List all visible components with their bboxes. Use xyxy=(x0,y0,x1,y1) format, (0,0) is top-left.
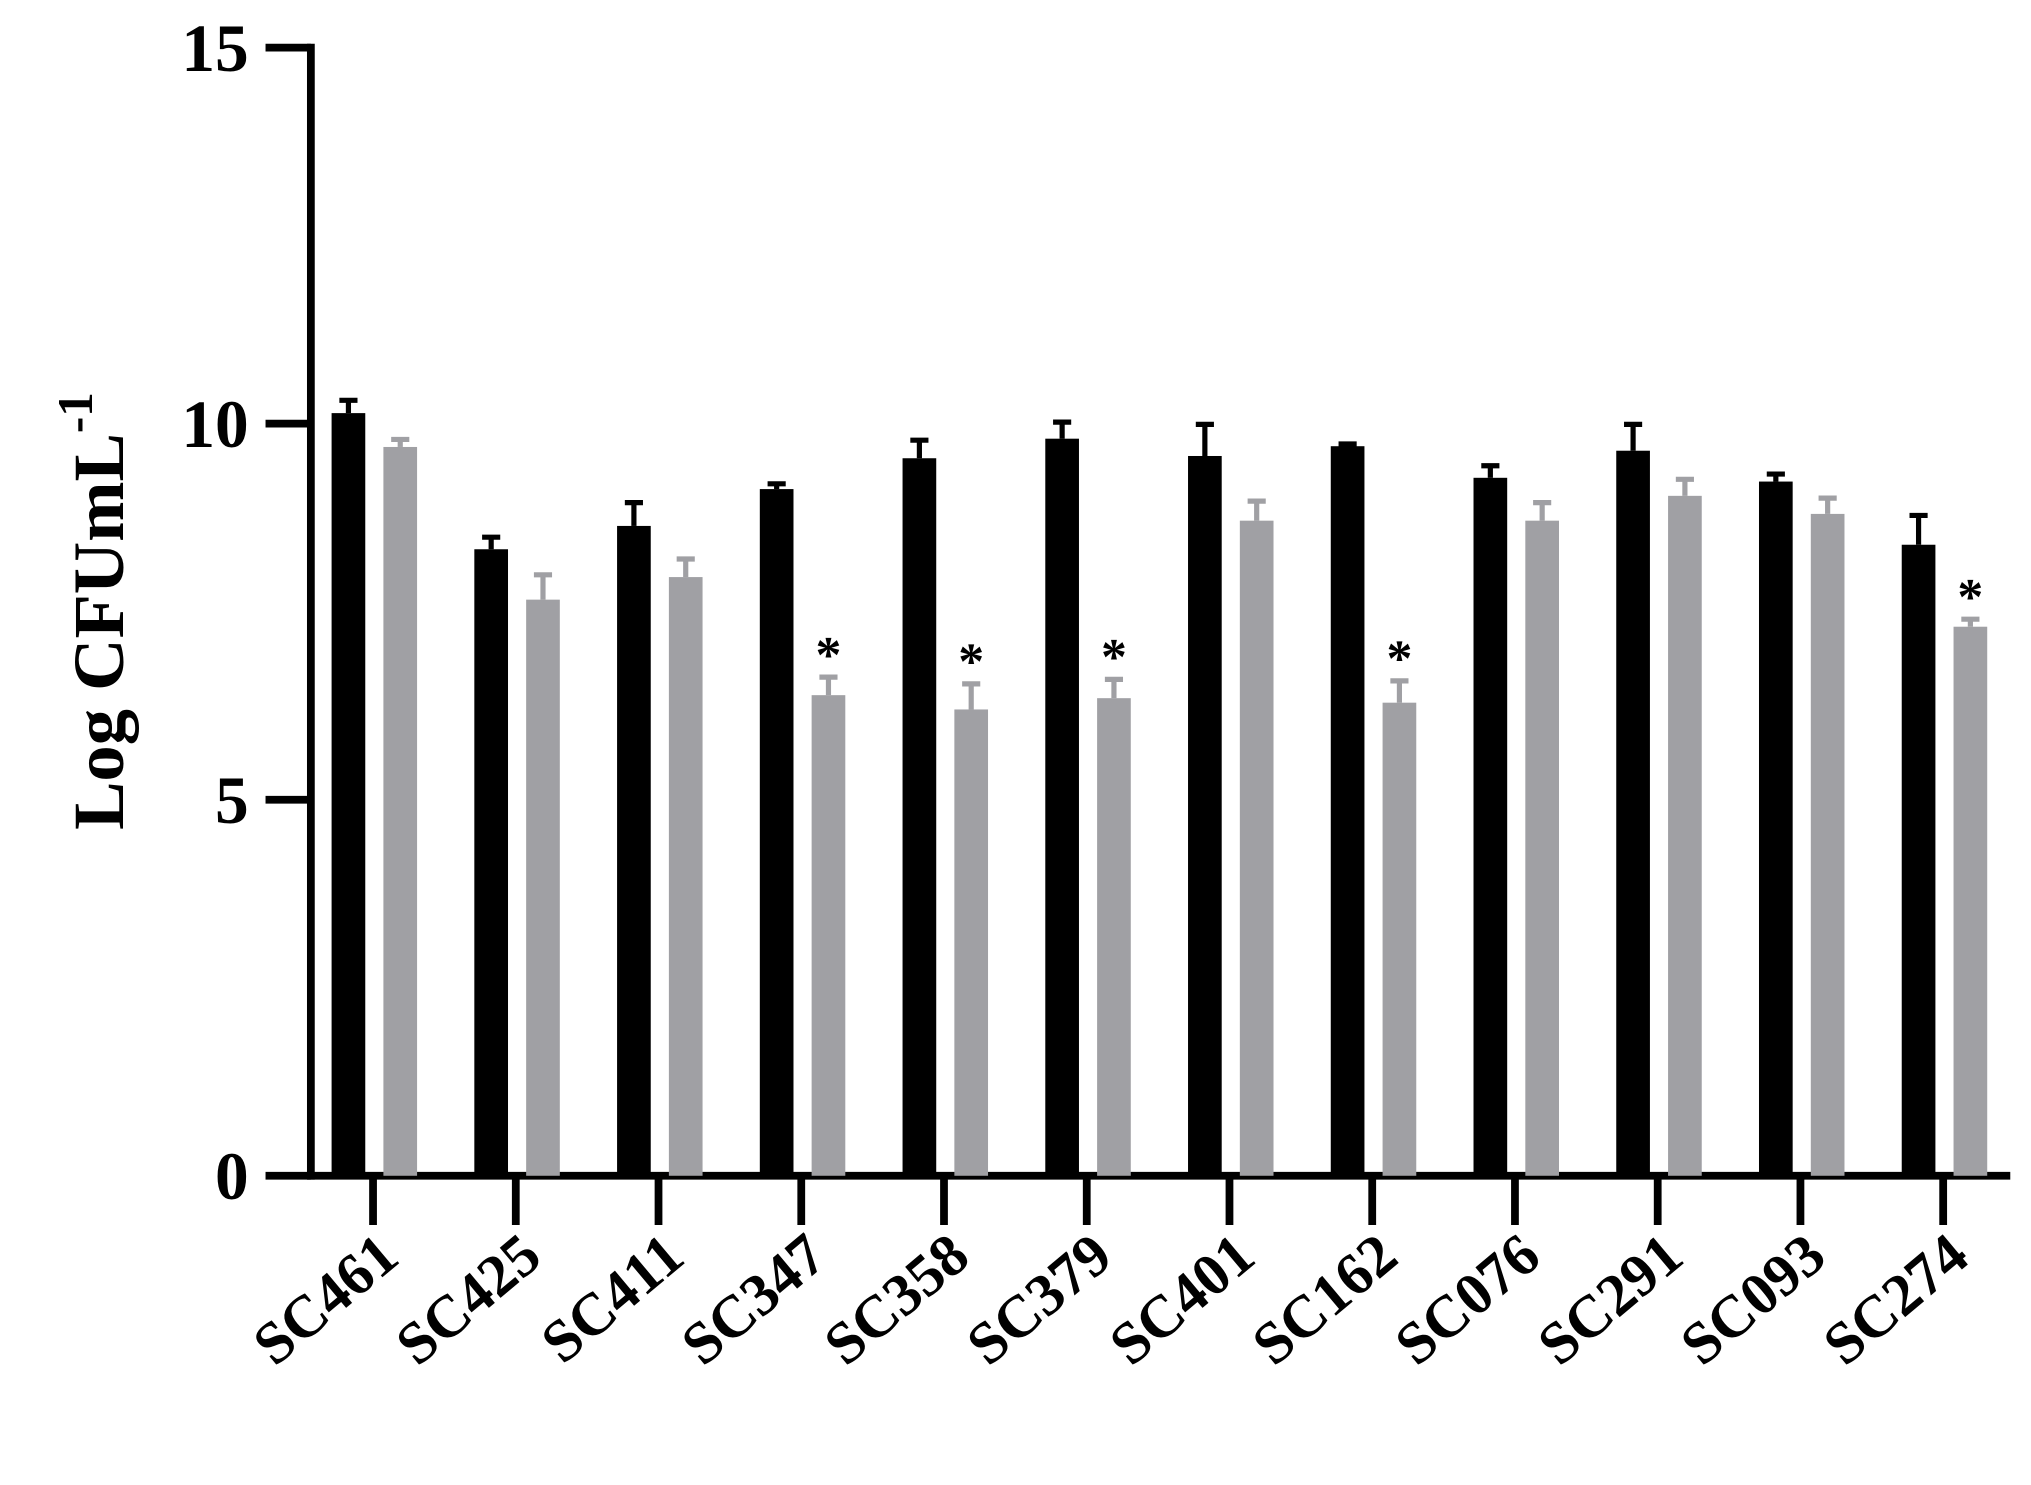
bar xyxy=(1758,481,1793,1176)
error-bar xyxy=(1053,419,1072,439)
x-tick-label: SC274 xyxy=(1811,1221,1980,1378)
y-tick-label: 5 xyxy=(215,763,249,838)
error-bar xyxy=(1909,512,1928,545)
bar xyxy=(331,413,366,1176)
bar xyxy=(1045,438,1079,1176)
x-tick-label: SC358 xyxy=(812,1221,981,1378)
error-bar xyxy=(676,556,695,578)
error-bar xyxy=(1481,463,1500,478)
error-bar xyxy=(391,436,410,447)
error-bar xyxy=(624,500,643,526)
error-bar xyxy=(767,481,786,490)
error-bar xyxy=(339,397,358,414)
error-bar xyxy=(910,437,929,459)
bar xyxy=(526,599,560,1176)
x-tick-label: SC461 xyxy=(241,1221,410,1378)
bar xyxy=(902,458,937,1176)
significance-mark: * xyxy=(816,627,842,684)
bar xyxy=(811,695,846,1176)
error-bar xyxy=(1338,441,1357,447)
bar xyxy=(954,709,989,1176)
y-axis-label: Log CFUmL-1 xyxy=(48,392,139,830)
bar xyxy=(1953,626,1988,1176)
x-tick-label: SC093 xyxy=(1668,1221,1837,1378)
bar xyxy=(1330,446,1365,1176)
bar xyxy=(617,525,651,1176)
x-tick-label: SC379 xyxy=(954,1221,1123,1378)
error-bar xyxy=(1104,676,1124,699)
x-tick-label: SC291 xyxy=(1525,1221,1694,1378)
y-label-superscript: -1 xyxy=(48,392,103,433)
bar xyxy=(1668,495,1702,1176)
bar xyxy=(1097,698,1131,1176)
y-tick-label: 0 xyxy=(215,1139,249,1214)
bar xyxy=(474,549,509,1176)
bar xyxy=(1810,513,1845,1176)
x-tick-label: SC411 xyxy=(529,1221,696,1376)
error-bar xyxy=(533,572,553,600)
bar xyxy=(383,446,418,1176)
error-bar xyxy=(819,674,838,696)
bar xyxy=(1239,520,1274,1176)
bar xyxy=(759,489,794,1176)
y-tick-label: 15 xyxy=(181,11,248,86)
error-bar xyxy=(1533,500,1552,521)
significance-mark: * xyxy=(1386,631,1412,688)
error-bar xyxy=(1961,616,1980,627)
error-bar xyxy=(1247,498,1266,521)
y-label-text: Log CFUmL xyxy=(58,433,139,830)
bar xyxy=(1901,544,1936,1176)
error-bar xyxy=(962,681,981,710)
bar xyxy=(1616,450,1650,1176)
error-bar xyxy=(1390,678,1409,703)
error-bar xyxy=(1818,495,1837,514)
x-tick-label: SC162 xyxy=(1240,1221,1409,1378)
y-tick-label: 10 xyxy=(181,387,248,462)
significance-mark: * xyxy=(958,634,984,691)
error-bar xyxy=(1766,471,1785,482)
significance-mark: * xyxy=(1957,569,1983,626)
bar xyxy=(1382,702,1417,1176)
bar xyxy=(668,577,703,1176)
error-bar xyxy=(1195,421,1214,456)
error-bar xyxy=(482,534,501,550)
bar xyxy=(1473,477,1508,1176)
x-tick-label: SC347 xyxy=(669,1221,838,1378)
bar xyxy=(1525,520,1559,1176)
x-tick-label: SC076 xyxy=(1383,1221,1552,1378)
error-bar xyxy=(1624,421,1643,451)
x-tick-label: SC401 xyxy=(1097,1221,1266,1378)
error-bar xyxy=(1675,476,1694,496)
x-tick-label: SC425 xyxy=(383,1221,552,1378)
significance-mark: * xyxy=(1101,629,1127,686)
bar xyxy=(1188,455,1222,1176)
